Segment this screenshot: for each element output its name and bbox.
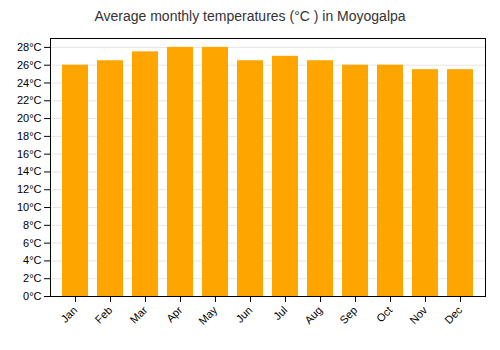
svg-text:Jun: Jun bbox=[233, 304, 254, 325]
svg-text:20°C: 20°C bbox=[17, 112, 42, 124]
svg-text:Sep: Sep bbox=[337, 304, 359, 326]
svg-text:Aug: Aug bbox=[302, 304, 324, 326]
svg-text:14°C: 14°C bbox=[17, 165, 42, 177]
svg-text:10°C: 10°C bbox=[17, 201, 42, 213]
svg-text:2°C: 2°C bbox=[23, 272, 42, 284]
svg-text:16°C: 16°C bbox=[17, 148, 42, 160]
svg-text:26°C: 26°C bbox=[17, 59, 42, 71]
svg-text:0°C: 0°C bbox=[23, 290, 42, 302]
svg-text:28°C: 28°C bbox=[17, 41, 42, 53]
svg-text:18°C: 18°C bbox=[17, 130, 42, 142]
svg-text:Feb: Feb bbox=[93, 304, 115, 326]
svg-text:22°C: 22°C bbox=[17, 94, 42, 106]
svg-text:Mar: Mar bbox=[128, 304, 150, 326]
svg-text:Oct: Oct bbox=[374, 304, 395, 325]
svg-text:6°C: 6°C bbox=[23, 237, 42, 249]
svg-text:Jan: Jan bbox=[58, 304, 79, 325]
html-text:Average monthly temperatures (: Average monthly temperatures (°C ) in Mo… bbox=[94, 8, 406, 24]
svg-text:May: May bbox=[196, 303, 220, 327]
svg-text:Dec: Dec bbox=[442, 303, 465, 326]
svg-text:4°C: 4°C bbox=[23, 254, 42, 266]
svg-text:Jul: Jul bbox=[271, 304, 289, 322]
svg-text:12°C: 12°C bbox=[17, 183, 42, 195]
svg-text:Nov: Nov bbox=[407, 303, 430, 326]
svg-text:24°C: 24°C bbox=[17, 77, 42, 89]
svg-text:8°C: 8°C bbox=[23, 219, 42, 231]
svg-text:Apr: Apr bbox=[164, 304, 185, 325]
